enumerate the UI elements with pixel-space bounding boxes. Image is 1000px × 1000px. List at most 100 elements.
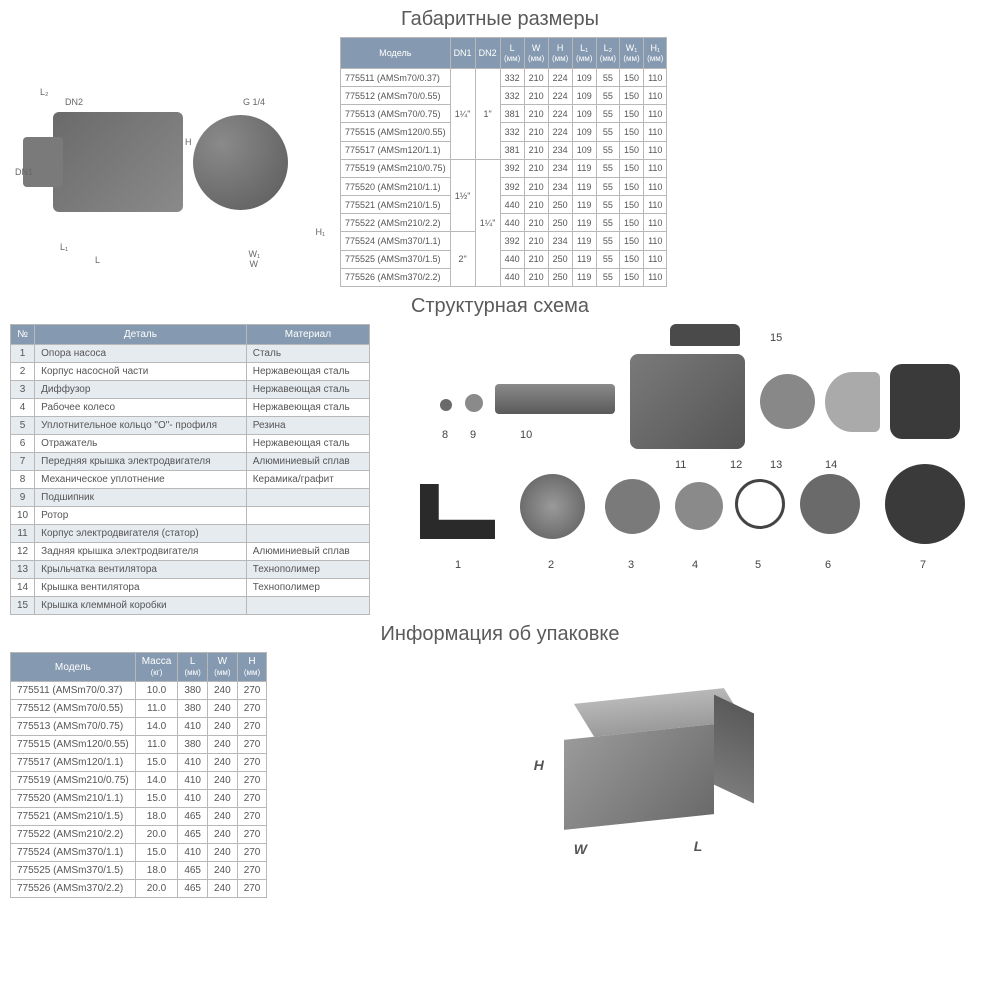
exploded-view-diagram: 15 8 9 10 11 12 13 14 1 2 3 4 5 6 7	[380, 324, 990, 584]
dim-header: W₁(мм)	[620, 38, 644, 69]
part-material: Нержавеющая сталь	[246, 381, 369, 399]
part-num: 12	[11, 543, 35, 561]
dim-model: 775512 (AMSm70/0.55)	[341, 87, 451, 105]
part-name: Подшипник	[35, 489, 247, 507]
dim-dn2: DN2	[65, 97, 83, 107]
part-num: 11	[11, 525, 35, 543]
part-num: 9	[11, 489, 35, 507]
pkg-model: 775520 (AMSm210/1.1)	[11, 790, 136, 808]
part-name: Корпус насосной части	[35, 363, 247, 381]
dimensions-table: МодельDN1DN2L(мм)W(мм)H(мм)L₁(мм)L₂(мм)W…	[340, 37, 667, 287]
callout-3: 3	[628, 559, 634, 571]
dim-header: L₁(мм)	[572, 38, 596, 69]
dim-header: H(мм)	[548, 38, 572, 69]
part-name: Корпус электродвигателя (статор)	[35, 525, 247, 543]
dim-dn1: 2"	[450, 232, 475, 287]
callout-4: 4	[692, 559, 698, 571]
box-label-h: H	[534, 757, 544, 773]
dim-header: H₁(мм)	[644, 38, 667, 69]
pkg-model: 775517 (AMSm120/1.1)	[11, 754, 136, 772]
pkg-header: W(мм)	[208, 653, 238, 682]
parts-header: Деталь	[35, 325, 247, 345]
box-label-w: W	[574, 841, 587, 857]
callout-8: 8	[442, 429, 448, 441]
part-num: 13	[11, 561, 35, 579]
callout-2: 2	[548, 559, 554, 571]
part-material: Технополимер	[246, 561, 369, 579]
package-box-diagram: H W L	[287, 652, 990, 902]
part-name: Опора насоса	[35, 345, 247, 363]
part-name: Ротор	[35, 507, 247, 525]
dim-l1: L₁	[60, 242, 68, 252]
part-num: 15	[11, 597, 35, 615]
pkg-header: Модель	[11, 653, 136, 682]
part-material: Керамика/графит	[246, 471, 369, 489]
part-material: Нержавеющая сталь	[246, 399, 369, 417]
pkg-model: 775525 (AMSm370/1.5)	[11, 862, 136, 880]
part-material	[246, 489, 369, 507]
section3-title: Информация об упаковке	[0, 615, 1000, 652]
part-name: Задняя крышка электродвигателя	[35, 543, 247, 561]
part-name: Крыльчатка вентилятора	[35, 561, 247, 579]
dim-g14: G 1/4	[243, 97, 265, 107]
section2-title: Структурная схема	[0, 287, 1000, 324]
part-material: Нержавеющая сталь	[246, 435, 369, 453]
dim-header: Модель	[341, 38, 451, 69]
part-name: Уплотнительное кольцо "О"- профиля	[35, 417, 247, 435]
part-name: Диффузор	[35, 381, 247, 399]
callout-14: 14	[825, 459, 837, 471]
dim-h1: H₁	[315, 227, 325, 237]
pkg-model: 775512 (AMSm70/0.55)	[11, 700, 136, 718]
dim-model: 775517 (AMSm120/1.1)	[341, 141, 451, 159]
part-name: Передняя крышка электродвигателя	[35, 453, 247, 471]
dim-dn1: DN1	[15, 167, 33, 177]
pkg-model: 775519 (AMSm210/0.75)	[11, 772, 136, 790]
pkg-model: 775521 (AMSm210/1.5)	[11, 808, 136, 826]
part-num: 3	[11, 381, 35, 399]
callout-1: 1	[455, 559, 461, 571]
part-name: Крышка вентилятора	[35, 579, 247, 597]
part-material: Алюминиевый сплав	[246, 453, 369, 471]
part-num: 10	[11, 507, 35, 525]
part-num: 5	[11, 417, 35, 435]
pkg-header: L(мм)	[178, 653, 208, 682]
dim-w: W	[250, 259, 259, 269]
dim-model: 775521 (AMSm210/1.5)	[341, 196, 451, 214]
parts-table: №ДетальМатериал1Опора насосаСталь2Корпус…	[10, 324, 370, 615]
dim-l2: L₂	[40, 87, 49, 97]
part-num: 8	[11, 471, 35, 489]
part-num: 6	[11, 435, 35, 453]
dim-model: 775513 (AMSm70/0.75)	[341, 105, 451, 123]
dim-dn2: 1¼"	[475, 159, 500, 286]
packaging-table: МодельМасса(кг)L(мм)W(мм)H(мм)775511 (AM…	[10, 652, 267, 898]
part-material	[246, 597, 369, 615]
dim-model: 775525 (AMSm370/1.5)	[341, 250, 451, 268]
dim-w1: W₁	[248, 249, 260, 259]
parts-header: Материал	[246, 325, 369, 345]
dim-h: H	[185, 137, 192, 147]
callout-7: 7	[920, 559, 926, 571]
dim-model: 775515 (AMSm120/0.55)	[341, 123, 451, 141]
callout-9: 9	[470, 429, 476, 441]
part-material	[246, 507, 369, 525]
part-material: Алюминиевый сплав	[246, 543, 369, 561]
dim-model: 775519 (AMSm210/0.75)	[341, 159, 451, 177]
dim-model: 775522 (AMSm210/2.2)	[341, 214, 451, 232]
dim-model: 775526 (AMSm370/2.2)	[341, 268, 451, 286]
part-material	[246, 525, 369, 543]
callout-12: 12	[730, 459, 742, 471]
part-num: 2	[11, 363, 35, 381]
pkg-header: H(мм)	[237, 653, 267, 682]
part-num: 14	[11, 579, 35, 597]
box-label-l: L	[694, 838, 703, 854]
part-material: Нержавеющая сталь	[246, 363, 369, 381]
dim-dn1: 1¼"	[450, 68, 475, 159]
part-num: 4	[11, 399, 35, 417]
section1-title: Габаритные размеры	[0, 0, 1000, 37]
part-material: Сталь	[246, 345, 369, 363]
dim-header: L(мм)	[500, 38, 524, 69]
part-name: Рабочее колесо	[35, 399, 247, 417]
callout-13: 13	[770, 459, 782, 471]
part-num: 7	[11, 453, 35, 471]
pkg-header: Масса(кг)	[135, 653, 178, 682]
